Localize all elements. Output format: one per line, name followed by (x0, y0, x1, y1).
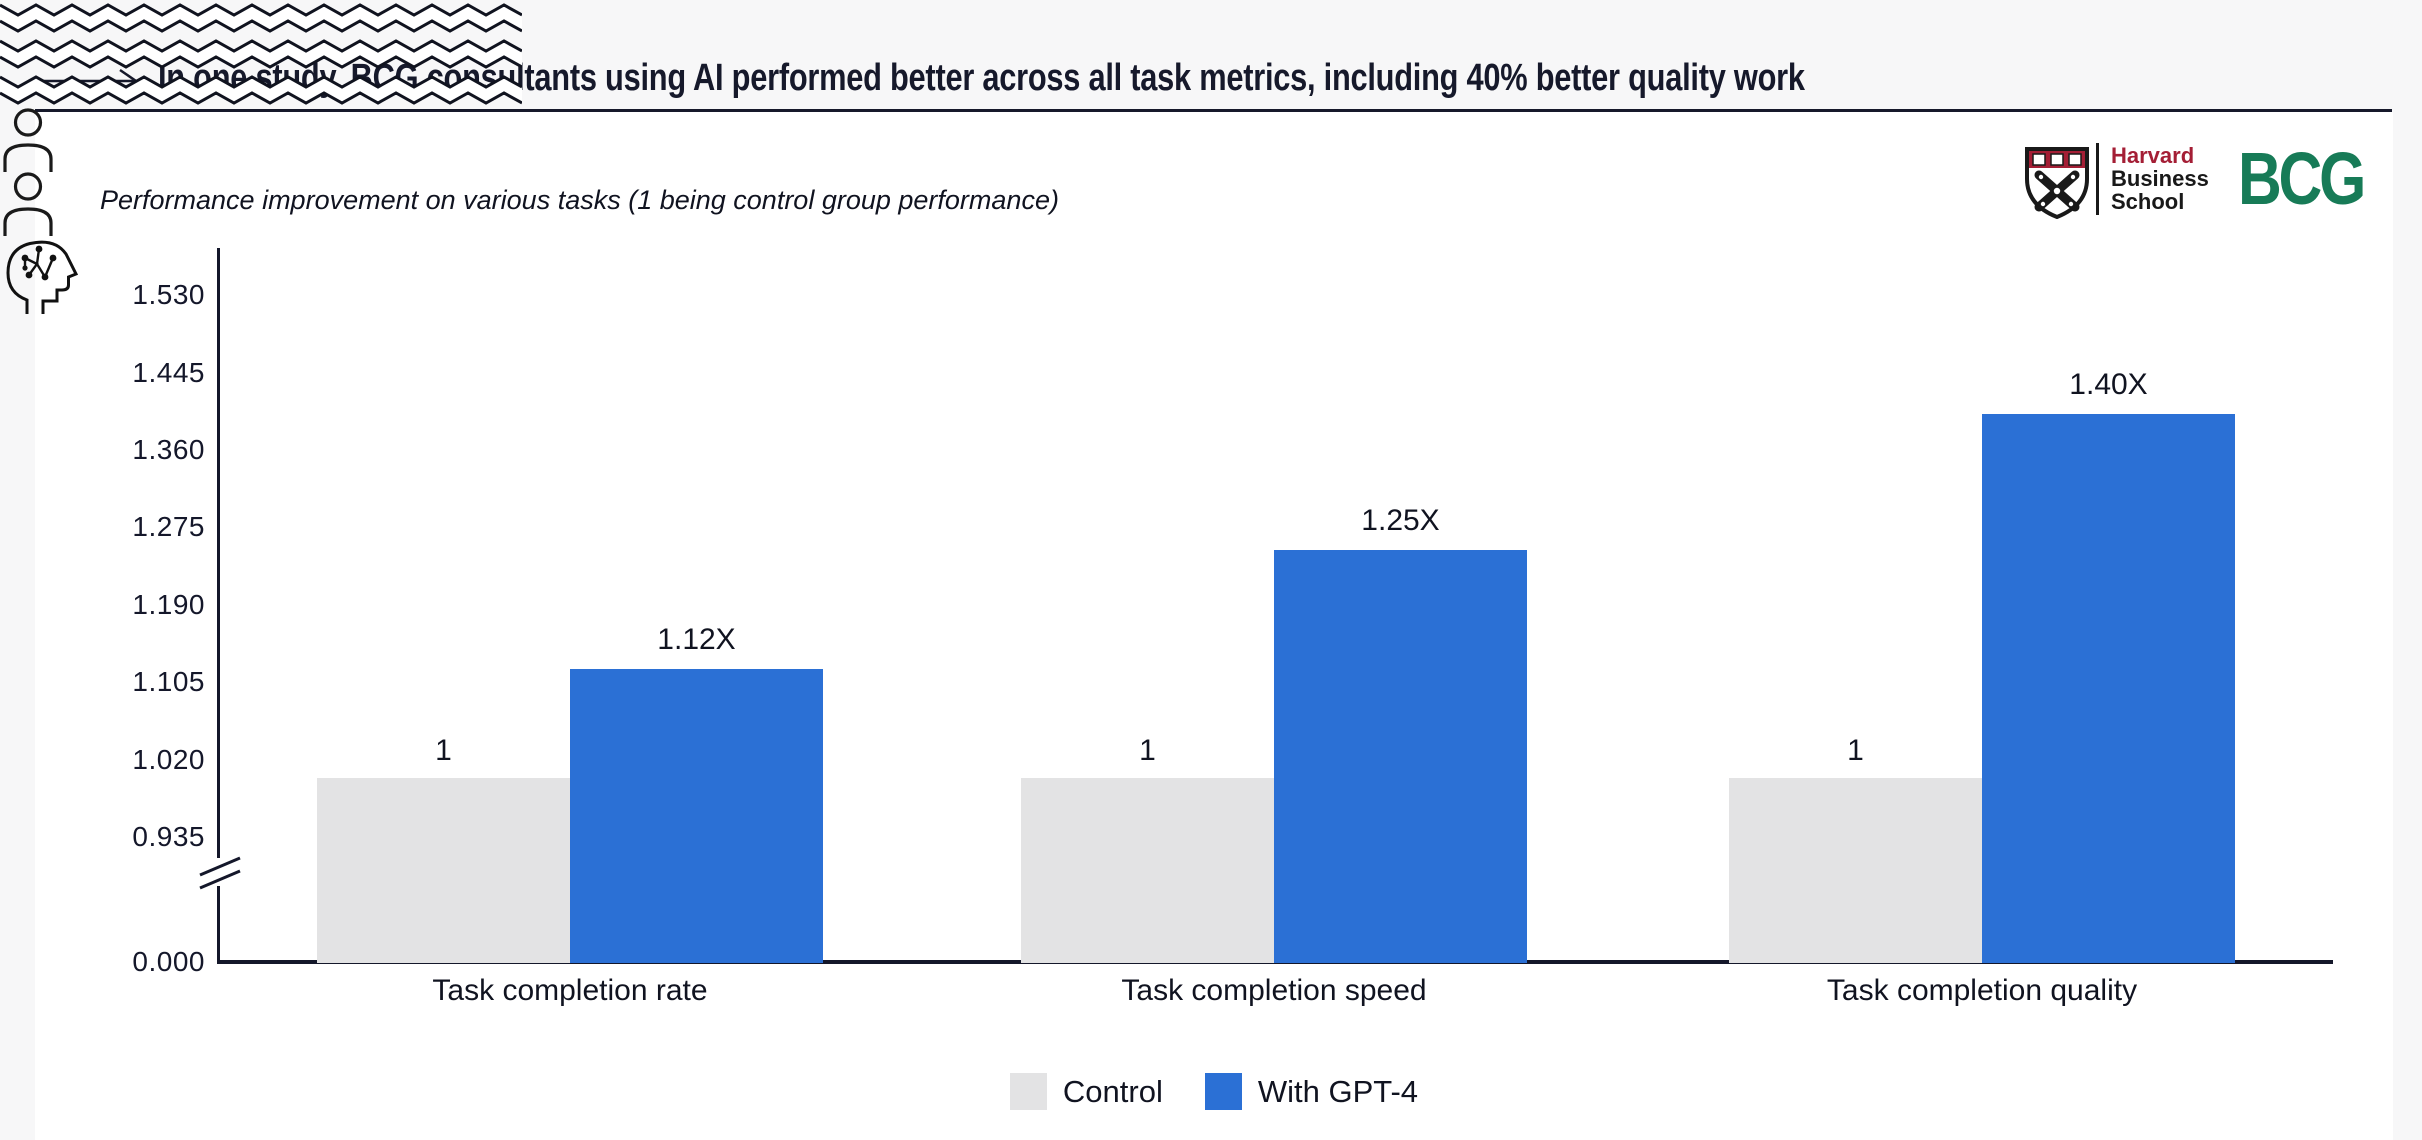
bar-control (1729, 777, 1982, 963)
ai-head-circuit-icon (0, 236, 82, 314)
person-icon (0, 172, 56, 236)
control-value-label: 1 (435, 733, 452, 767)
legend: Control With GPT-4 (35, 1073, 2393, 1110)
bar-gpt4 (1982, 413, 2235, 963)
bar-control (1021, 777, 1274, 963)
category-label: Task completion rate (432, 974, 708, 1007)
gpt4-value-label: 1.40X (2069, 367, 2148, 401)
axis-break-wave (0, 36, 523, 72)
legend-swatch-gpt4 (1204, 1073, 1242, 1110)
hbs-logo-business: Business (2111, 166, 2209, 191)
control-value-label: 1 (1847, 733, 1864, 767)
hbs-logo: Harvard Business School (2025, 143, 2325, 223)
legend-item: With GPT-4 (1204, 1073, 1419, 1110)
bcg-logo: BCG (2238, 137, 2366, 220)
y-axis-upper (217, 248, 220, 858)
chart-subtitle: Performance improvement on various tasks… (100, 185, 1059, 215)
category-label: Task completion speed (1121, 974, 1427, 1007)
y-tick-label: 1.105 (132, 666, 205, 698)
y-tick-label: 0.935 (132, 821, 205, 852)
y-tick-label: 1.530 (132, 279, 205, 311)
axis-break-wave (0, 0, 523, 36)
hbs-logo-school: School (2111, 189, 2185, 214)
logo-divider (2096, 143, 2099, 215)
y-tick-label: 1.445 (132, 356, 205, 388)
person-icon (0, 108, 56, 172)
bar-gpt4 (570, 668, 823, 963)
axis-break-wave (0, 72, 523, 108)
bar-control (317, 777, 570, 963)
y-tick-label: 1.275 (132, 511, 205, 543)
y-axis-break-icon (199, 856, 241, 890)
gpt4-value-label: 1.25X (1361, 504, 1440, 538)
hbs-logo-text: Harvard Business School (2111, 144, 2209, 213)
y-tick-label: 1.190 (132, 588, 205, 620)
hbs-logo-harvard: Harvard (2111, 143, 2195, 168)
legend-label: With GPT-4 (1257, 1073, 1419, 1109)
y-axis-lower (217, 886, 220, 963)
title-underline (35, 109, 2392, 112)
hbs-shield-icon (2025, 147, 2089, 219)
gpt4-value-label: 1.12X (657, 622, 736, 656)
y-tick-zero-label: 0.000 (132, 946, 205, 977)
control-value-label: 1 (1139, 733, 1156, 767)
legend-label: Control (1062, 1073, 1163, 1109)
legend-swatch-control (1009, 1073, 1047, 1110)
legend-item: Control (1009, 1073, 1163, 1110)
bar-gpt4 (1274, 550, 1527, 963)
category-label: Task completion quality (1826, 974, 2138, 1007)
y-tick-label: 1.020 (132, 743, 205, 775)
y-tick-label: 1.360 (132, 433, 205, 465)
